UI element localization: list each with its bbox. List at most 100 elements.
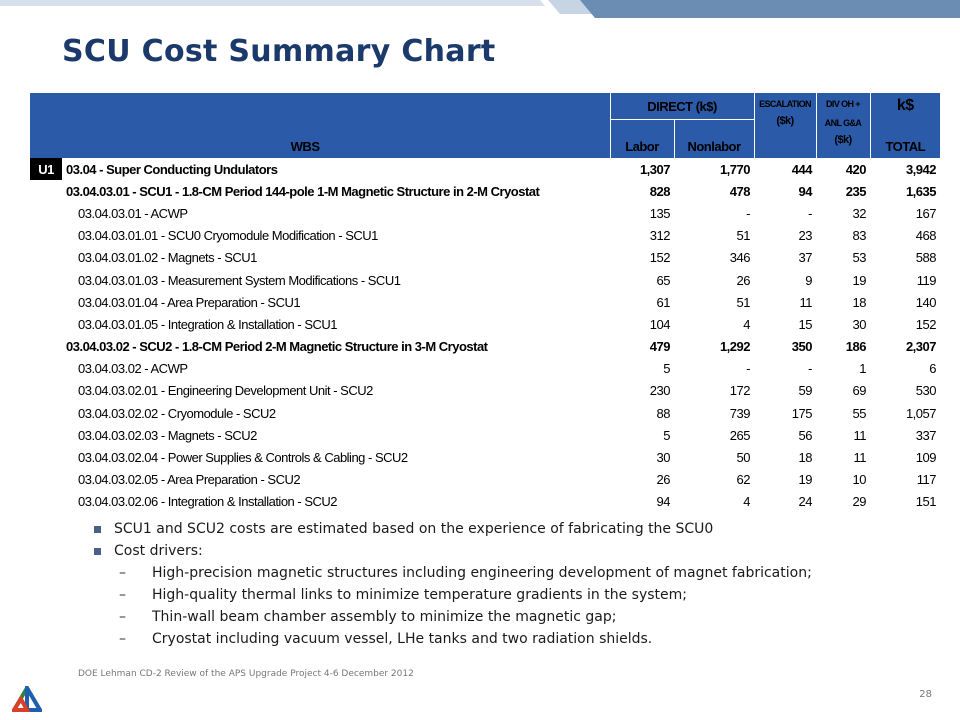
labor-value: 88 (656, 405, 671, 421)
divoh-value: 32 (852, 205, 867, 221)
cost-summary-table: WBS DIRECT (k$) ESCALATION ($k) DIV OH +… (30, 93, 940, 513)
divoh-value: 18 (852, 294, 867, 310)
row-tag (30, 180, 62, 202)
table-row: 03.04.03.02.03 - Magnets - SCU2 5 265 56 11 3… (30, 424, 940, 446)
table-row: 03.04.03.02.04 - Power Supplies & Contro… (30, 446, 940, 468)
direct-header: DIRECT (k$) (609, 93, 754, 120)
divoh-value: 11 (853, 427, 867, 443)
nonlabor-value: 1,292 (719, 339, 751, 355)
divoh-value: 30 (852, 316, 867, 332)
escalation-value: - (808, 205, 812, 221)
page-title: SCU Cost Summary Chart (62, 34, 496, 69)
wbs-label: 03.04.03.02.02 - Cryomodule - SCU2 (78, 405, 276, 421)
bullet-item: SCU1 and SCU2 costs are estimated based … (92, 518, 932, 540)
labor-value: 5 (663, 361, 670, 377)
bullet-list: SCU1 and SCU2 costs are estimated based … (92, 518, 932, 650)
labor-header: Labor (609, 119, 674, 158)
row-tag (30, 225, 62, 247)
labor-value: 312 (649, 228, 671, 244)
labor-value: 152 (649, 250, 671, 266)
total-value: 530 (915, 383, 937, 399)
total-value: 152 (915, 316, 937, 332)
nonlabor-value: 346 (729, 250, 751, 266)
nonlabor-value: 739 (729, 405, 751, 421)
divoh-value: 10 (852, 472, 867, 488)
escalation-value: - (808, 361, 812, 377)
escalation-header: ESCALATION ($k) (753, 93, 816, 158)
total-value: 337 (915, 427, 937, 443)
row-tag: U1 (30, 158, 62, 181)
sub-bullet-item: – High-quality thermal links to minimize… (92, 584, 932, 606)
row-tag (30, 336, 62, 358)
nonlabor-header: Nonlabor (673, 119, 754, 158)
total-value: 1,635 (905, 183, 937, 199)
nonlabor-value: 265 (729, 427, 751, 443)
table-row: 03.04.03.02.06 - Integration & Installat… (30, 491, 940, 513)
wbs-label: 03.04.03.01 - SCU1 - 1.8-CM Period 144-p… (66, 183, 540, 199)
total-value: 119 (916, 272, 937, 288)
nonlabor-value: 26 (736, 272, 751, 288)
square-bullet-icon (94, 526, 101, 533)
ks-header: k$ (869, 93, 940, 120)
nonlabor-value: 4 (743, 494, 750, 510)
escalation-value: 56 (798, 427, 813, 443)
sub-bullet-text: High-precision magnetic structures inclu… (152, 565, 812, 581)
table-header-row-1: WBS DIRECT (k$) ESCALATION ($k) DIV OH +… (30, 93, 940, 158)
dash-bullet-icon: – (119, 631, 126, 647)
row-tag (30, 247, 62, 269)
labor-value: 26 (656, 472, 671, 488)
escalation-value: 23 (798, 228, 813, 244)
row-tag (30, 469, 62, 491)
table-row: 03.04.03.01 - ACWP 135 - - 32 167 (30, 202, 940, 224)
table-header-row-2: Labor Nonlabor TOTAL (30, 119, 940, 158)
wbs-label: 03.04.03.01 - ACWP (78, 205, 188, 221)
table-row: 03.04.03.02 - SCU2 - 1.8-CM Period 2-M M… (30, 336, 940, 358)
dash-bullet-icon: – (119, 587, 126, 603)
total-value: 588 (915, 250, 937, 266)
escalation-value: 9 (805, 272, 812, 288)
table-row: 03.04.03.02.02 - Cryomodule - SCU2 88 739 1… (30, 402, 940, 424)
labor-value: 479 (649, 339, 671, 355)
labor-value: 65 (656, 272, 671, 288)
nonlabor-value: - (746, 361, 750, 377)
divoh-value: 11 (853, 450, 867, 466)
total-value: 468 (915, 228, 937, 244)
total-value: 2,307 (905, 339, 937, 355)
sub-bullet-text: High-quality thermal links to minimize t… (152, 587, 687, 603)
total-value: 167 (915, 205, 937, 221)
sub-bullet-text: Thin-wall beam chamber assembly to minim… (152, 609, 617, 625)
divoh-header: DIV OH + ANL G&A ($k) (815, 93, 870, 158)
escalation-value: 350 (791, 339, 813, 355)
wbs-label: 03.04.03.02.05 - Area Preparation - SCU2 (78, 472, 301, 488)
escalation-value: 18 (798, 450, 813, 466)
square-bullet-icon (94, 548, 101, 555)
nonlabor-value: 478 (729, 183, 751, 199)
nonlabor-value: - (746, 205, 750, 221)
row-tag (30, 491, 62, 513)
wbs-label: 03.04.03.01.01 - SCU0 Cryomodule Modific… (78, 228, 378, 244)
table-row: 03.04.03.01.05 - Integration & Installat… (30, 313, 940, 335)
cost-table-container: WBS DIRECT (k$) ESCALATION ($k) DIV OH +… (30, 93, 940, 513)
total-value: 3,942 (905, 161, 937, 177)
labor-value: 135 (649, 205, 671, 221)
escalation-value: 94 (798, 183, 813, 199)
top-decorative-strip (0, 0, 960, 18)
wbs-label: 03.04.03.02.04 - Power Supplies & Contro… (78, 450, 408, 466)
divoh-value: 186 (845, 339, 867, 355)
sub-bullet-item: – Thin-wall beam chamber assembly to min… (92, 606, 932, 628)
total-value: 1,057 (905, 405, 937, 421)
wbs-label: 03.04.03.02 - ACWP (78, 361, 188, 377)
table-row: U1 03.04 - Super Conducting Undulators 1,3… (30, 158, 940, 181)
argonne-logo-icon (12, 686, 42, 712)
total-value: 109 (915, 450, 937, 466)
table-row: 03.04.03.02.05 - Area Preparation - SCU2… (30, 469, 940, 491)
table-row: 03.04.03.01.03 - Measurement System Modi… (30, 269, 940, 291)
table-row: 03.04.03.01 - SCU1 - 1.8-CM Period 144-p… (30, 180, 940, 202)
row-tag (30, 313, 62, 335)
divoh-value: 83 (852, 228, 867, 244)
row-tag (30, 269, 62, 291)
labor-value: 230 (649, 383, 671, 399)
divoh-value: 1 (859, 361, 866, 377)
escalation-value: 37 (798, 250, 813, 266)
bullet-item: Cost drivers: (92, 540, 932, 562)
